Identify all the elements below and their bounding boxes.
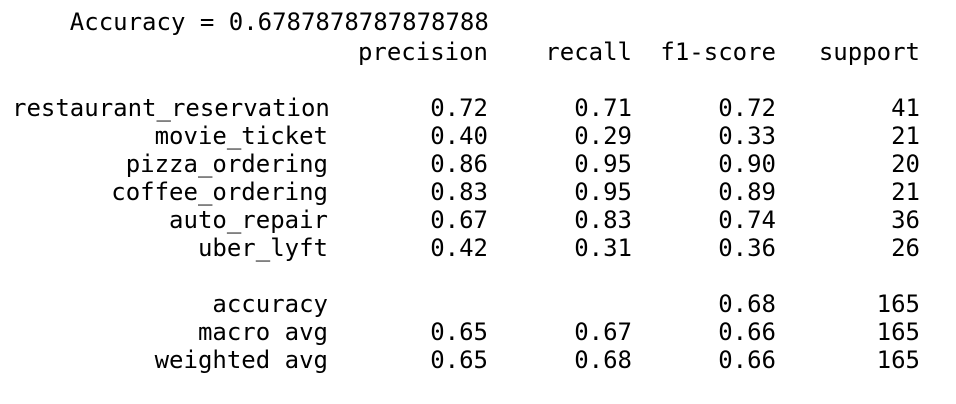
row-precision: 0.86: [430, 150, 488, 178]
report-row: restaurant_reservation 0.72 0.71 0.72 41: [12, 94, 952, 122]
row-f1-score: 0.89: [718, 178, 776, 206]
row-recall: 0.29: [574, 122, 632, 150]
header-row: precision recall f1-score support: [12, 38, 952, 66]
row-f1-score: 0.66: [718, 346, 776, 374]
header-precision: precision: [357, 38, 488, 66]
row-precision: 0.65: [430, 346, 488, 374]
report-row: coffee_ordering 0.83 0.95 0.89 21: [12, 178, 952, 206]
header-support: support: [818, 38, 920, 66]
row-support: 20: [891, 150, 920, 178]
report-row: accuracy 0.68 165: [12, 290, 952, 318]
row-label: movie_ticket: [154, 122, 328, 150]
classification-report: Accuracy = 0.6787878787878788 precision …: [12, 6, 952, 374]
row-recall: 0.31: [574, 234, 632, 262]
row-recall: 0.83: [574, 206, 632, 234]
row-label: weighted avg: [154, 346, 328, 374]
row-precision: 0.72: [430, 94, 488, 122]
report-row: auto_repair 0.67 0.83 0.74 36: [12, 206, 952, 234]
accuracy-line: Accuracy = 0.6787878787878788: [12, 6, 952, 38]
row-recall: 0.68: [574, 346, 632, 374]
row-label: accuracy: [212, 290, 328, 318]
row-f1-score: 0.72: [718, 94, 776, 122]
row-f1-score: 0.90: [718, 150, 776, 178]
row-recall: 0.71: [574, 94, 632, 122]
report-row: movie_ticket 0.40 0.29 0.33 21: [12, 122, 952, 150]
class-rows: restaurant_reservation 0.72 0.71 0.72 41 movi…: [12, 94, 952, 262]
row-f1-score: 0.66: [718, 318, 776, 346]
row-support: 41: [891, 94, 920, 122]
row-label: restaurant_reservation: [12, 94, 330, 122]
summary-rows: accuracy 0.68 165 macro avg 0.65 0.67 0.66 165 w…: [12, 290, 952, 374]
row-precision: 0.65: [430, 318, 488, 346]
row-label: auto_repair: [169, 206, 328, 234]
row-support: 165: [876, 318, 920, 346]
row-support: 165: [876, 290, 920, 318]
row-f1-score: 0.68: [718, 290, 776, 318]
report-row: pizza_ordering 0.86 0.95 0.90 20: [12, 150, 952, 178]
row-recall: 0.67: [574, 318, 632, 346]
row-f1-score: 0.36: [718, 234, 776, 262]
row-f1-score: 0.74: [718, 206, 776, 234]
row-label: pizza_ordering: [125, 150, 328, 178]
row-f1-score: 0.33: [718, 122, 776, 150]
report-row: weighted avg 0.65 0.68 0.66 165: [12, 346, 952, 374]
blank-line: [12, 66, 952, 94]
row-recall: 0.95: [574, 178, 632, 206]
accuracy-text: Accuracy = 0.6787878787878788: [69, 8, 489, 36]
row-support: 21: [891, 122, 920, 150]
row-label: uber_lyft: [197, 234, 328, 262]
header-recall: recall: [545, 38, 632, 66]
report-row: macro avg 0.65 0.67 0.66 165: [12, 318, 952, 346]
blank-line: [12, 262, 952, 290]
row-precision: 0.40: [430, 122, 488, 150]
row-precision: 0.42: [430, 234, 488, 262]
header-f1-score: f1-score: [660, 38, 776, 66]
row-precision: 0.83: [430, 178, 488, 206]
row-support: 21: [891, 178, 920, 206]
row-support: 36: [891, 206, 920, 234]
row-recall: 0.95: [574, 150, 632, 178]
row-label: macro avg: [197, 318, 328, 346]
report-row: uber_lyft 0.42 0.31 0.36 26: [12, 234, 952, 262]
row-support: 26: [891, 234, 920, 262]
row-precision: 0.67: [430, 206, 488, 234]
row-support: 165: [876, 346, 920, 374]
row-label: coffee_ordering: [111, 178, 328, 206]
